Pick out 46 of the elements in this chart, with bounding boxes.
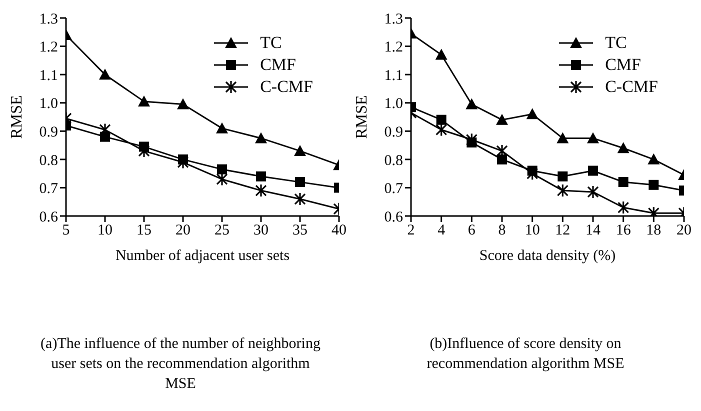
x-tick-label: 14: [586, 222, 601, 239]
x-tick-label: 5: [62, 222, 70, 239]
legend-label: CMF: [605, 55, 641, 75]
x-tick-label: 8: [498, 222, 506, 239]
x-tick-label: 12: [555, 222, 570, 239]
y-tick-label: 0.6: [39, 209, 58, 226]
legend-label: C-CMF: [605, 77, 658, 97]
y-tick-label: 0.6: [384, 209, 404, 226]
legend-label: TC: [260, 33, 282, 53]
x-tick-label: 30: [254, 222, 268, 239]
x-tick-label: 16: [616, 222, 632, 239]
text: (b)Influence of score density on recommendation algorithm MSE: [426, 335, 626, 374]
x-tick-label: 10: [524, 222, 540, 239]
x-tick-label: 15: [136, 222, 152, 239]
y-axis-title: RMSE: [354, 95, 371, 139]
x-axis-title: Score data density (%): [479, 248, 616, 264]
x-tick-label: 6: [468, 222, 476, 239]
x-tick-label: 2: [407, 222, 415, 239]
y-tick-label: 0.9: [384, 124, 403, 140]
y-tick-label: 0.8: [39, 152, 58, 169]
x-tick-label: 35: [292, 222, 308, 239]
y-tick-label: 1.2: [384, 40, 403, 56]
text: (a)The influence of the number of neighboring user sets on the recommendation algorithm MSE: [40, 335, 322, 394]
y-axis-title: RMSE: [8, 95, 26, 139]
y-tick-label: 0.7: [39, 181, 58, 198]
x-tick-label: 4: [438, 222, 446, 239]
y-tick-label: 0.8: [384, 152, 403, 169]
legend-label: CMF: [260, 55, 296, 75]
y-tick-label: 1.3: [384, 11, 403, 28]
x-tick-label: 20: [176, 222, 190, 239]
x-axis-title: Number of adjacent user sets: [115, 248, 290, 264]
legend-label: C-CMF: [260, 77, 313, 97]
y-tick-label: 0.7: [384, 181, 404, 198]
y-tick-label: 1.1: [39, 68, 58, 84]
legend-label: TC: [605, 33, 627, 53]
x-tick-label: 18: [646, 222, 662, 239]
x-tick-label: 25: [214, 222, 230, 239]
x-tick-label: 10: [98, 222, 112, 239]
x-tick-label: 40: [332, 222, 346, 239]
y-tick-label: 0.9: [39, 124, 58, 140]
y-tick-label: 1.0: [39, 96, 58, 112]
y-tick-label: 1.2: [39, 40, 58, 56]
x-tick-label: 20: [676, 222, 692, 239]
y-tick-label: 1.1: [384, 68, 403, 84]
y-tick-label: 1.3: [39, 11, 58, 28]
y-tick-label: 1.0: [384, 96, 403, 112]
